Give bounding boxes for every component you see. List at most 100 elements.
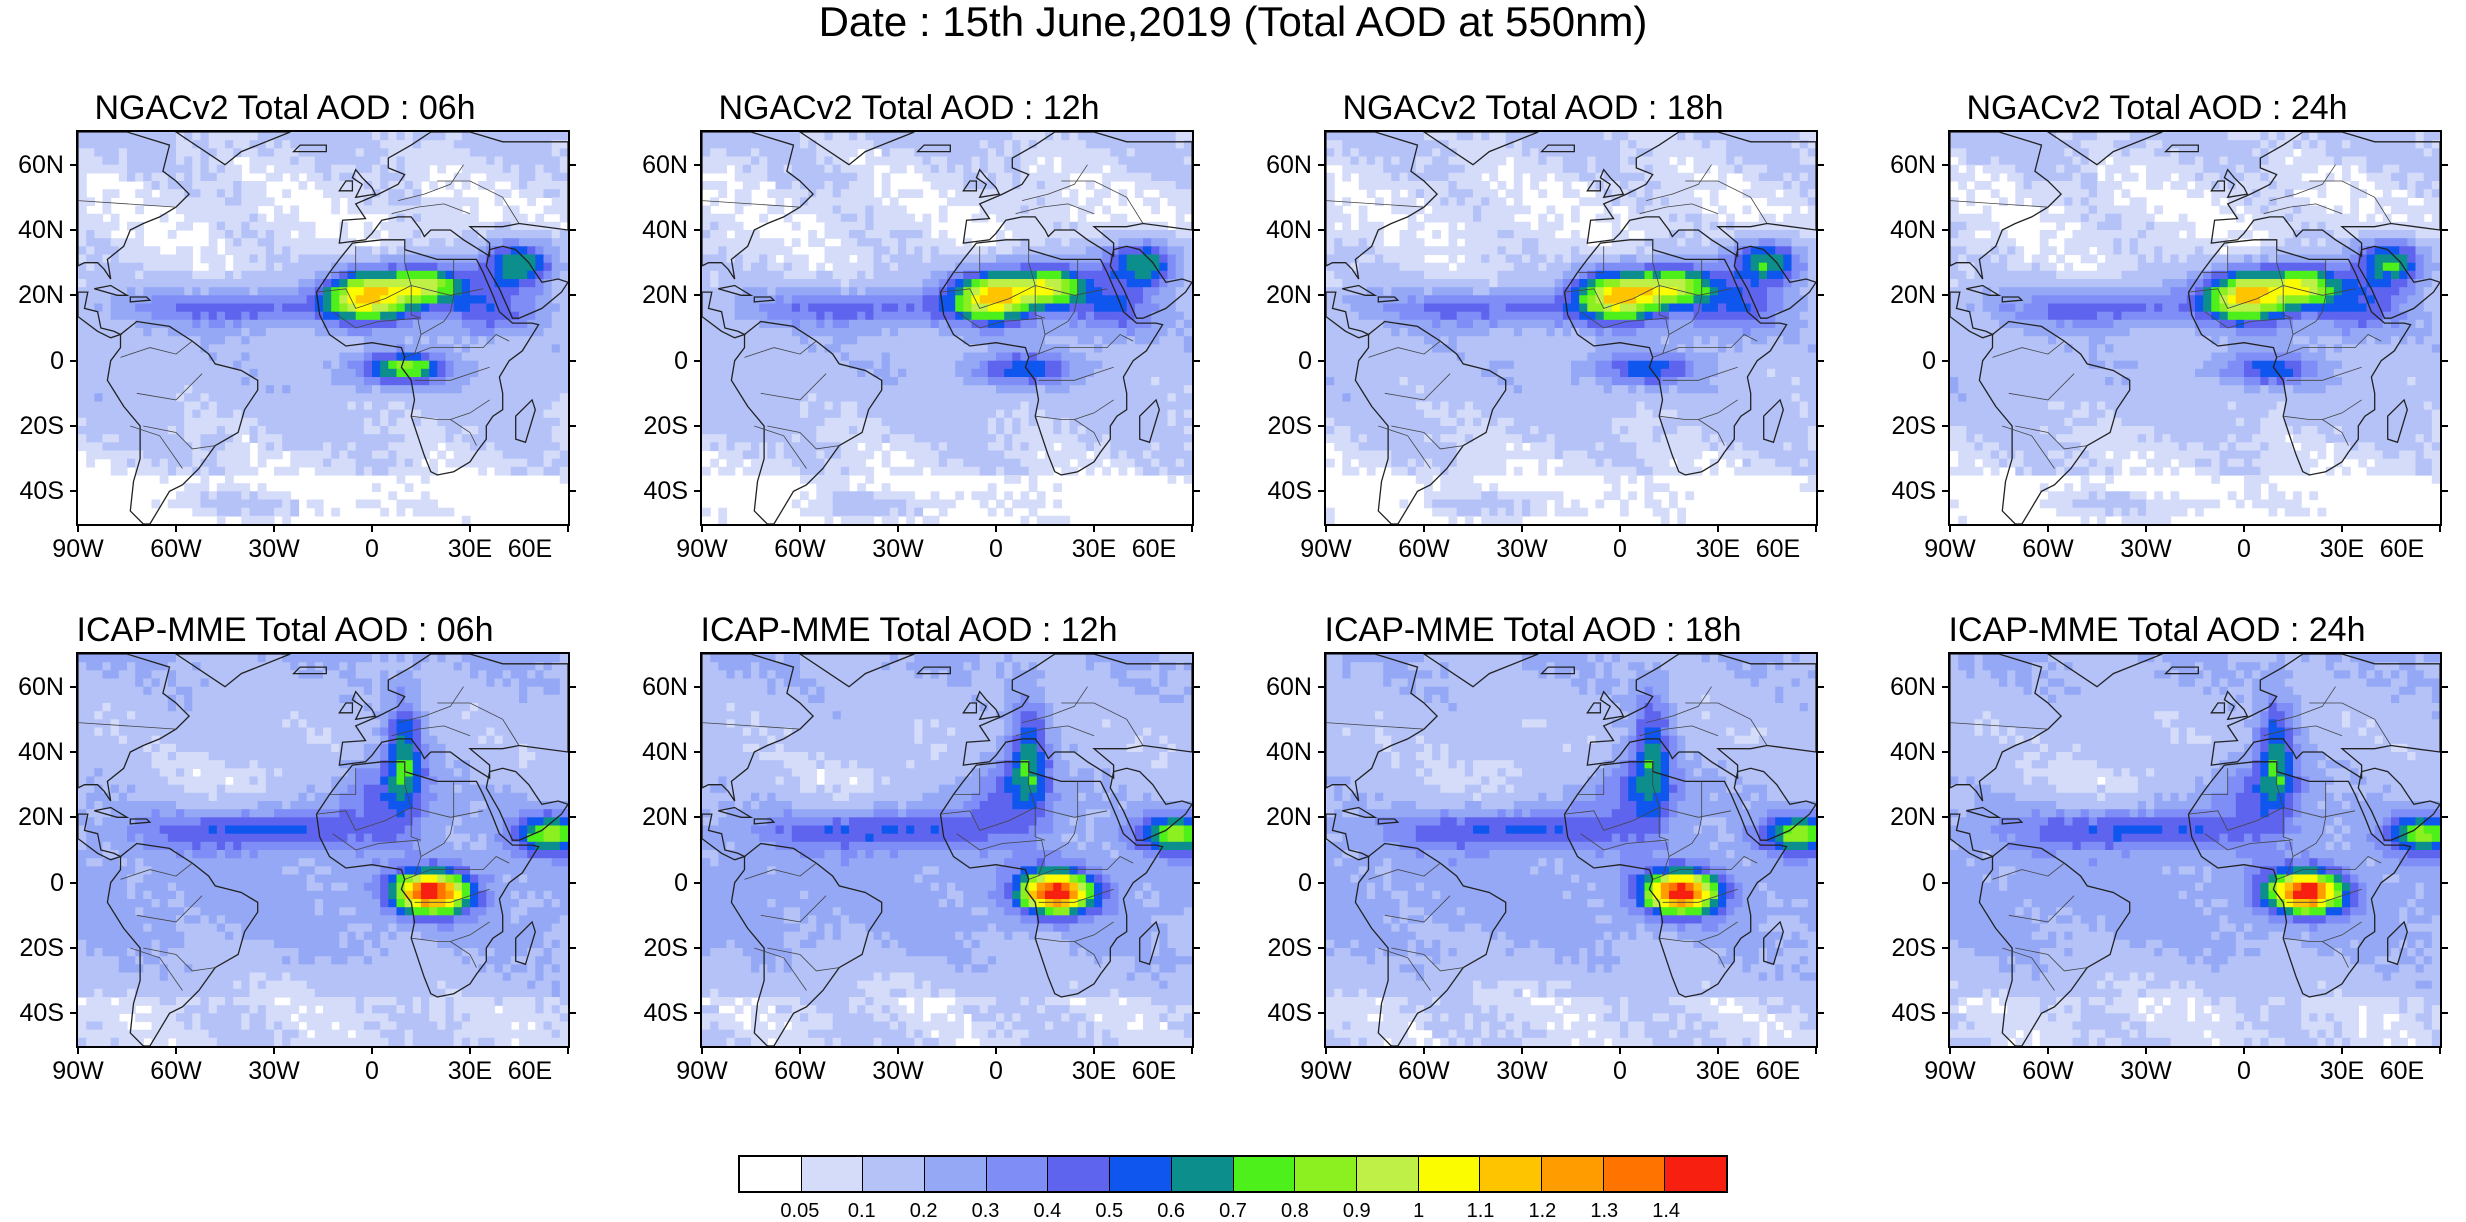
aod-cell: [192, 409, 202, 419]
aod-cell: [494, 295, 504, 305]
aod-cell: [429, 466, 438, 476]
aod-cell: [102, 189, 112, 198]
aod-cell: [800, 295, 809, 305]
aod-cell: [184, 450, 193, 460]
aod-cell: [110, 426, 120, 435]
aod-cell: [159, 466, 169, 476]
aod-cell: [265, 434, 275, 443]
aod-cell: [1102, 254, 1111, 264]
aod-cell: [1159, 385, 1169, 394]
aod-cell: [1175, 205, 1185, 215]
aod-cell: [216, 156, 226, 166]
aod-cell: [1159, 156, 1169, 166]
aod-cell: [486, 344, 496, 354]
aod-cell: [510, 360, 520, 370]
aod-cell: [1126, 385, 1136, 394]
aod-cell: [938, 442, 948, 452]
aod-cell: [249, 377, 259, 386]
aod-cell: [249, 181, 259, 190]
aod-cell: [110, 360, 120, 370]
aod-cell: [1783, 132, 1793, 141]
aod-cell: [1183, 140, 1192, 149]
aod-cell: [906, 450, 915, 460]
aod-cell: [1045, 205, 1054, 215]
aod-cell: [742, 442, 752, 452]
aod-cell: [396, 352, 406, 362]
aod-cell: [412, 230, 422, 239]
aod-cell: [742, 172, 752, 182]
aod-cell: [486, 156, 496, 166]
aod-cell: [102, 426, 112, 435]
aod-cell: [710, 368, 719, 378]
aod-cell: [881, 238, 891, 247]
aod-cell: [347, 205, 357, 215]
aod-cell: [461, 262, 471, 272]
aod-cell: [1061, 140, 1071, 149]
aod-cell: [135, 377, 144, 386]
aod-cell: [1102, 442, 1111, 452]
aod-cell: [1012, 352, 1022, 362]
aod-cell: [1175, 238, 1185, 247]
aod-cell: [404, 450, 414, 460]
aod-cell: [86, 319, 95, 329]
aod-cell: [94, 148, 104, 158]
aod-cell: [355, 148, 365, 158]
aod-cell: [775, 368, 785, 378]
aod-cell: [849, 450, 858, 460]
aod-cell: [865, 262, 875, 272]
aod-cell: [800, 491, 809, 501]
aod-cell: [889, 164, 899, 174]
aod-cell: [865, 426, 875, 435]
aod-cell: [726, 401, 736, 411]
aod-cell: [816, 442, 826, 452]
aod-cell: [135, 417, 144, 427]
aod-cell: [1061, 434, 1071, 443]
aod-cell: [290, 344, 300, 354]
aod-cell: [535, 360, 545, 370]
aod-cell: [987, 393, 997, 403]
aod-cell: [200, 189, 210, 198]
lat-tick: [694, 294, 702, 297]
aod-cell: [775, 360, 785, 370]
aod-cell: [298, 221, 308, 231]
aod-cell: [535, 279, 545, 288]
aod-cell: [963, 442, 973, 452]
aod-cell: [783, 458, 793, 468]
aod-cell: [421, 507, 430, 517]
aod-cell: [453, 368, 463, 378]
aod-cell: [445, 132, 455, 141]
aod-cell: [922, 515, 932, 524]
aod-cell: [938, 238, 948, 247]
aod-cell: [1175, 344, 1185, 354]
aod-cell: [233, 303, 242, 313]
aod-cell: [824, 156, 834, 166]
aod-cell: [783, 385, 793, 394]
aod-cell: [857, 238, 866, 247]
aod-cell: [1053, 295, 1062, 305]
aod-cell: [1004, 360, 1013, 370]
aod-cell: [306, 287, 316, 296]
aod-cell: [1143, 434, 1152, 443]
aod-cell: [323, 368, 332, 378]
aod-cell: [873, 319, 883, 329]
aod-cell: [751, 336, 760, 345]
aod-cell: [470, 205, 479, 215]
aod-cell: [241, 328, 251, 337]
aod-cell: [323, 311, 332, 321]
aod-cell: [249, 156, 259, 166]
aod-cell: [1118, 417, 1128, 427]
aod-cell: [1069, 328, 1079, 337]
aod-cell: [380, 148, 389, 158]
aod-cell: [1110, 393, 1120, 403]
aod-cell: [1069, 377, 1079, 386]
aod-cell: [947, 466, 956, 476]
aod-cell: [840, 172, 850, 182]
aod-cell: [200, 491, 210, 501]
aod-cell: [840, 295, 850, 305]
aod-cell: [86, 458, 95, 468]
aod-cell: [1069, 409, 1079, 419]
aod-cell: [437, 164, 447, 174]
aod-cell: [176, 303, 185, 313]
aod-cell: [726, 262, 736, 272]
aod-cell: [955, 246, 964, 256]
